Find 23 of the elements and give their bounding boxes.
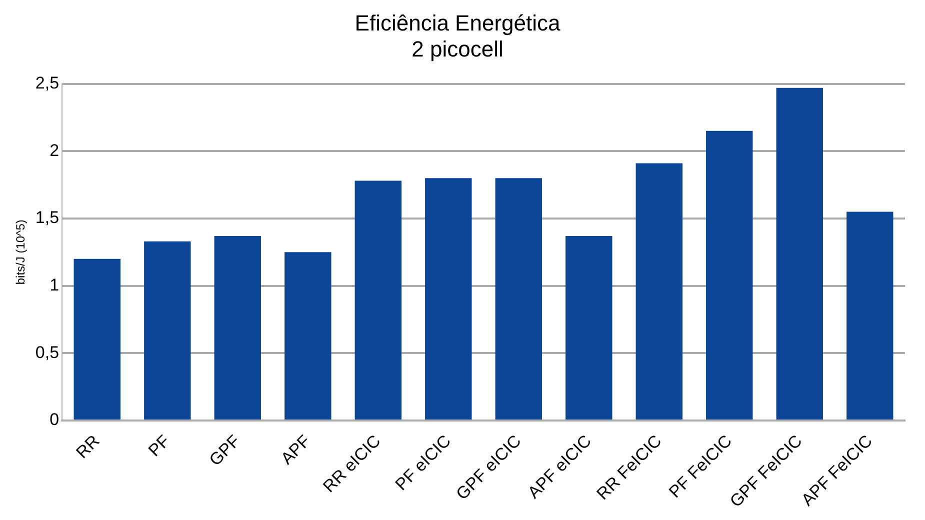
bar — [846, 212, 894, 420]
bar — [706, 130, 753, 420]
y-tick-label: 2 — [50, 140, 60, 160]
bar — [566, 236, 612, 420]
bar — [354, 180, 402, 420]
bar — [776, 88, 823, 420]
y-axis-title: bits/J (10^5) — [14, 220, 28, 285]
y-tick-label: 1,5 — [35, 208, 60, 228]
bar — [144, 241, 191, 420]
bar — [214, 236, 262, 420]
bar — [495, 178, 542, 420]
x-tick-label: PF — [144, 431, 174, 460]
y-tick-label: 1 — [50, 275, 60, 294]
y-tick-label: 2,5 — [35, 73, 60, 92]
bar — [74, 258, 121, 420]
x-tick-label: RR — [72, 431, 104, 462]
bar — [284, 252, 332, 420]
y-tick-label: 0,5 — [35, 342, 60, 362]
bar — [636, 163, 682, 420]
y-tick-label: 0 — [50, 410, 60, 430]
bar — [425, 178, 472, 420]
chart-title: Eficiência Energética — [354, 10, 561, 36]
chart-subtitle: 2 picocell — [412, 36, 504, 62]
